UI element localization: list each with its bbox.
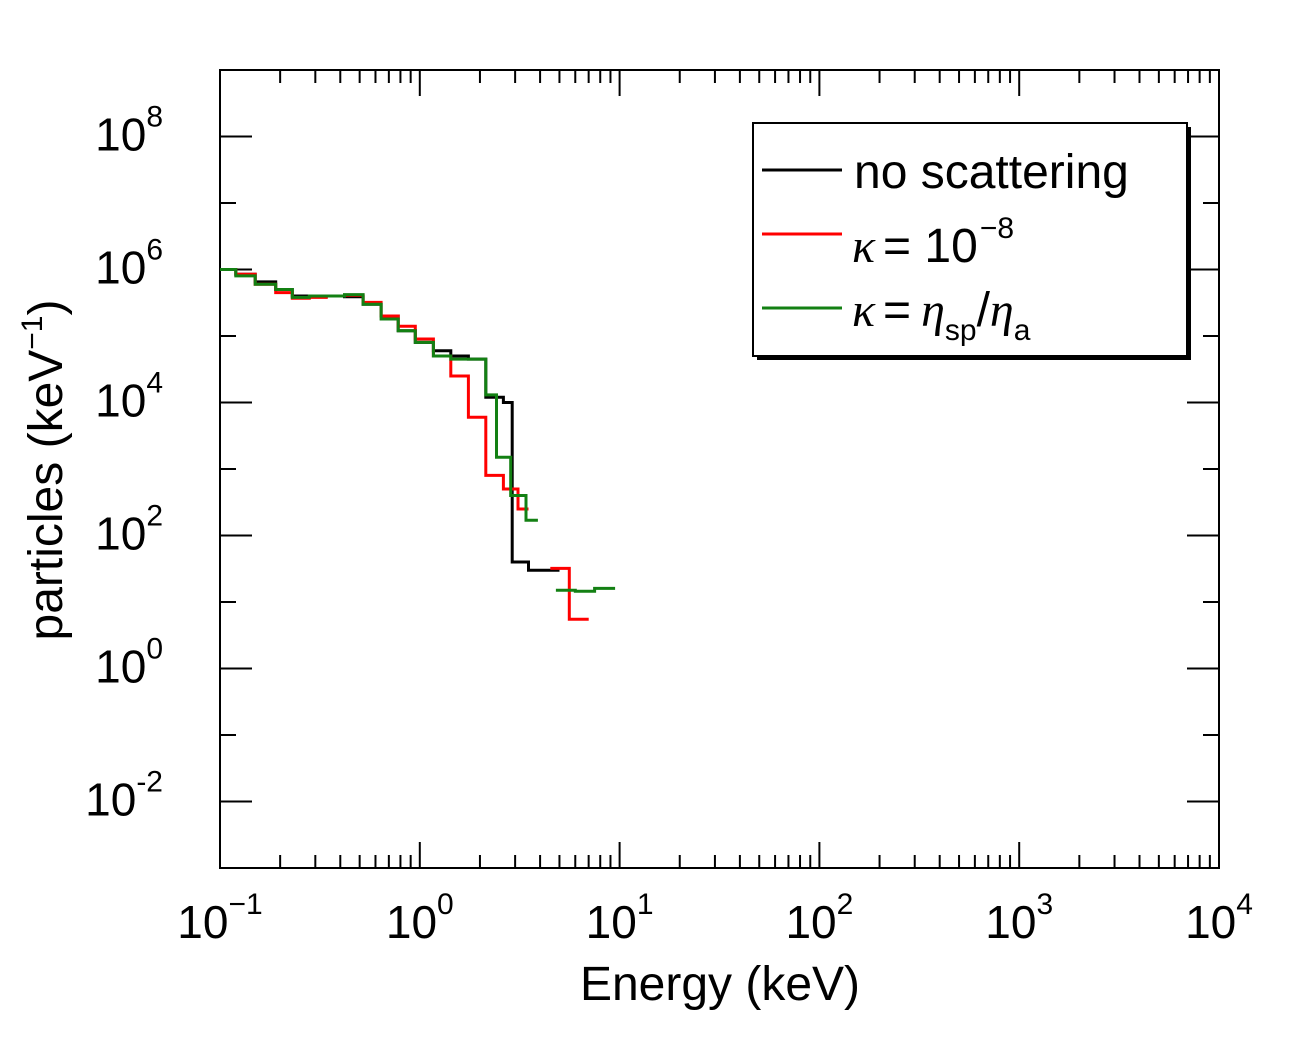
tick-exponent: 2 [837, 888, 854, 921]
tick-base: 10 [95, 375, 146, 427]
series-layer [220, 268, 616, 621]
y-axis-title: particles (keV−1) [16, 300, 73, 641]
legend-label-no-scattering: no scattering [854, 146, 1129, 199]
y-tick-label: 106 [95, 234, 163, 294]
tick-exponent: 2 [146, 500, 163, 533]
x-tick-label: 101 [586, 888, 654, 948]
tick-base: 10 [586, 896, 637, 948]
legend-eta-a: η [990, 284, 1014, 337]
legend-eta-sp: η [921, 284, 945, 337]
tick-base: 10 [1185, 896, 1236, 948]
tick-base: 10 [95, 641, 146, 693]
x-tick-label: 10−1 [177, 888, 262, 948]
legend-slash: / [977, 284, 991, 337]
tick-base: 10 [985, 896, 1036, 948]
tick-base: 10 [177, 896, 228, 948]
x-tick-labels: 10−1 100 101 102 103 104 [177, 888, 1253, 948]
legend-sub-sp: sp [945, 314, 977, 347]
tick-exponent: 4 [1236, 888, 1253, 921]
y-tick-label: 108 [95, 101, 163, 161]
major-ticks [219, 70, 1220, 868]
tick-exponent: -2 [136, 766, 163, 799]
legend-sub-a: a [1014, 314, 1031, 347]
y-axis-title-main: particles (keV [20, 350, 73, 641]
y-axis-title-close: ) [20, 300, 73, 316]
tick-base: 10 [95, 242, 146, 294]
series-line-2 [220, 268, 616, 593]
tick-exponent: 8 [146, 101, 163, 134]
legend-kappa2-symbol: κ [852, 284, 876, 337]
legend-kappa-exp: −8 [980, 212, 1014, 245]
legend-kappa-symbol: κ [852, 220, 876, 273]
legend-kappa2-eq: = [883, 284, 911, 337]
legend-box [752, 122, 1188, 357]
legend-kappa-eq: = 10 [883, 220, 978, 273]
tick-base: 10 [386, 896, 437, 948]
tick-exponent: 4 [146, 367, 163, 400]
x-axis-title: Energy (keV) [580, 958, 860, 1011]
y-tick-label: 104 [95, 367, 163, 427]
y-tick-label: 102 [95, 500, 163, 560]
tick-base: 10 [95, 109, 146, 161]
minor-ticks [220, 69, 1219, 869]
tick-exponent: 3 [1036, 888, 1053, 921]
tick-base: 10 [95, 508, 146, 560]
x-tick-label: 104 [1185, 888, 1253, 948]
x-tick-label: 103 [985, 888, 1053, 948]
tick-base: 10 [85, 774, 136, 826]
tick-base: 10 [785, 896, 836, 948]
y-tick-label: 100 [95, 633, 163, 693]
tick-exponent: 1 [637, 888, 654, 921]
y-axis-title-sup: −1 [16, 316, 49, 350]
tick-exponent: 6 [146, 234, 163, 267]
x-tick-label: 102 [785, 888, 853, 948]
legend: no scattering κ = 10−8 κ = ηsp/ηa [752, 122, 1191, 360]
y-tick-label: 10-2 [85, 766, 163, 826]
series-line-1 [220, 268, 589, 621]
legend-label-kappa-1e-8: κ = 10−8 [852, 212, 1014, 273]
tick-exponent: −1 [228, 888, 262, 921]
tick-exponent: 0 [146, 633, 163, 666]
tick-exponent: 0 [437, 888, 454, 921]
x-tick-label: 100 [386, 888, 454, 948]
legend-label-kappa-eta: κ = ηsp/ηa [852, 284, 1031, 347]
